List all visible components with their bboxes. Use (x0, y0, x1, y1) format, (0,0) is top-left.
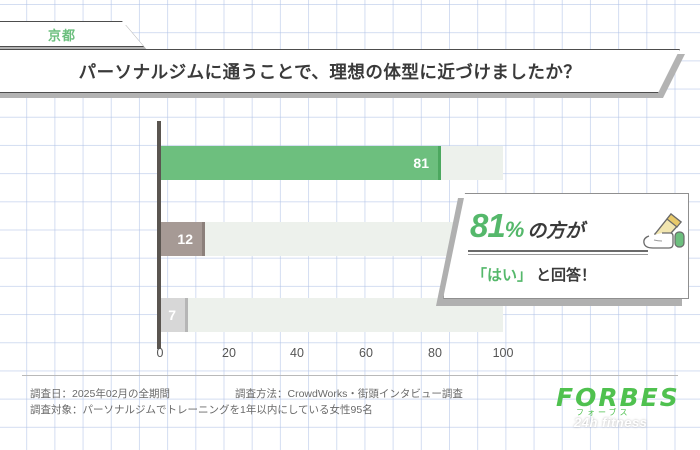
footer-row-2: 調査対象：パーソナルジムでトレーニングを1年以内にしている女性95名 (30, 402, 550, 418)
callout-answer-quoted: 「はい」 (472, 266, 533, 284)
x-tick-2: 40 (290, 346, 304, 360)
highlight-callout: 81 % の方が 「はい」 と回答！ (436, 193, 696, 306)
bar-track-0: 81 (161, 146, 503, 180)
x-tick-5: 100 (492, 346, 514, 360)
callout-percent-value: 81 (470, 207, 506, 244)
pencil-hand-icon (643, 213, 685, 249)
x-axis: 0 20 40 60 80 100 (0, 346, 700, 368)
callout-answer-rest: と回答！ (536, 266, 597, 284)
footer-divider (22, 375, 678, 376)
bar-value-1: 12 (177, 231, 193, 247)
callout-headline: 81 % の方が (470, 207, 666, 247)
x-tick-1: 20 (222, 346, 236, 360)
title-banner: パーソナルジムに通うことで、理想の体型に近づけましたか？ (0, 49, 700, 98)
x-tick-0: 0 (156, 346, 164, 360)
callout-underline-thin (468, 254, 648, 255)
survey-date: 調査日：2025年02月の全期間 (30, 388, 171, 400)
y-axis-line (157, 121, 161, 349)
bar-value-0: 81 (413, 155, 429, 171)
brand-logo: FORBES フォーブス 24h fitness (556, 385, 686, 433)
callout-subline: 「はい」 と回答！ (472, 259, 662, 289)
bar-1: 12 (161, 222, 205, 256)
survey-method: 調査方法：CrowdWorks・街頭インタビュー調査 (235, 388, 463, 400)
bar-track-2: 7 (161, 298, 503, 332)
x-tick-3: 60 (359, 346, 373, 360)
callout-suffix: の方が (527, 221, 585, 242)
callout-underline-thick (468, 250, 648, 252)
bar-0: 81 (161, 146, 441, 180)
x-tick-4: 80 (428, 346, 442, 360)
bar-2: 7 (161, 298, 188, 332)
region-tab: 京都 (0, 21, 154, 51)
brand-name-kana: フォーブス (576, 408, 631, 417)
brand-name: FORBES (556, 383, 680, 412)
region-tab-label: 京都 (47, 27, 76, 43)
title-banner-body (0, 49, 680, 93)
page-title: パーソナルジムに通うことで、理想の体型に近づけましたか？ (78, 61, 582, 82)
callout-percent-sign: % (504, 217, 525, 242)
footer-row-1: 調査日：2025年02月の全期間 調査方法：CrowdWorks・街頭インタビュ… (30, 386, 550, 402)
bar-chart: はい 81 やや近づいた 12 あまり変わらない 7 (0, 118, 700, 368)
bar-value-2: 7 (168, 307, 176, 323)
brand-tagline: 24h fitness (574, 415, 648, 430)
bar-track-1: 12 (161, 222, 503, 256)
footer-notes: 調査日：2025年02月の全期間 調査方法：CrowdWorks・街頭インタビュ… (30, 386, 550, 418)
survey-target: 調査対象：パーソナルジムでトレーニングを1年以内にしている女性95名 (30, 404, 373, 416)
